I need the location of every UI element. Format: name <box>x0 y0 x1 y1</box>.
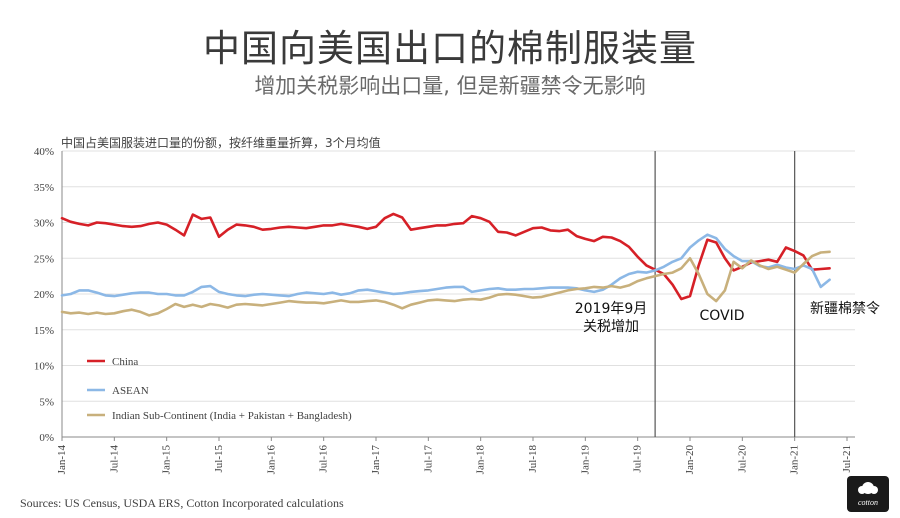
page-subtitle: 增加关税影响出口量, 但是新疆禁令无影响 <box>254 74 646 98</box>
series-line-asean <box>60 233 831 298</box>
x-tick-label: Jan-16 <box>265 445 277 475</box>
y-tick-label: 15% <box>34 325 54 337</box>
y-axis: 0% 5% 10% 15% 20% 25% 30% 35% 40% <box>34 146 54 444</box>
y-tick-label: 5% <box>39 396 54 408</box>
x-tick-label: Jul-21 <box>841 445 853 473</box>
legend-label: ASEAN <box>112 385 149 397</box>
gridlines <box>61 150 855 438</box>
x-tick-label: Jul-14 <box>108 445 120 473</box>
page-title: 中国向美国出口的棉制服装量 <box>203 27 697 70</box>
y-tick-label: 0% <box>39 432 54 444</box>
logo-text: cotton <box>858 498 878 507</box>
annotation-label: 关税增加 <box>583 319 639 335</box>
y-tick-label: 10% <box>34 361 54 373</box>
annotation-label: 2019年9月 <box>575 301 648 317</box>
y-tick-label: 20% <box>34 289 54 301</box>
x-tick-label: Jan-17 <box>370 445 382 475</box>
x-tick-label: Jul-16 <box>318 445 330 473</box>
source-note: Sources: US Census, USDA ERS, Cotton Inc… <box>20 496 344 510</box>
cotton-boll-icon <box>858 482 878 494</box>
legend-label: Indian Sub-Continent (India + Pakistan +… <box>112 410 352 422</box>
y-tick-label: 35% <box>34 182 54 194</box>
x-tick-label: Jan-20 <box>684 445 696 475</box>
x-tick-label: Jan-19 <box>579 445 591 475</box>
chart-title: 中国占美国服装进口量的份额，按纤维重量折算，3个月均值 <box>61 135 381 150</box>
event-lines <box>654 151 796 437</box>
x-tick-label: Jul-15 <box>213 445 225 473</box>
legend-label: China <box>112 356 138 368</box>
x-tick-label: Jan-15 <box>161 445 173 475</box>
x-tick-label: Jul-19 <box>632 445 644 473</box>
x-tick-label: Jan-21 <box>789 445 801 474</box>
series-line-indian <box>60 250 831 317</box>
x-tick-label: Jul-17 <box>422 445 434 473</box>
x-tick-label: Jan-18 <box>475 445 487 475</box>
series-line-china <box>60 212 831 301</box>
y-tick-label: 40% <box>34 146 54 158</box>
annotation-label: 新疆棉禁令 <box>810 300 880 317</box>
series-lines <box>60 212 831 317</box>
legend: China ASEAN Indian Sub-Continent (India + … <box>87 356 352 422</box>
y-tick-label: 25% <box>34 253 54 265</box>
annotation-label: COVID <box>699 308 744 324</box>
x-axis: Jan-14 Jul-14 Jan-15 Jul-15 Jan-16 Jul-16 Jan-… <box>56 437 853 474</box>
cotton-logo: cotton <box>847 476 889 512</box>
x-tick-label: Jul-18 <box>527 445 539 473</box>
x-tick-label: Jan-14 <box>56 445 68 475</box>
y-tick-label: 30% <box>34 218 54 230</box>
x-tick-label: Jul-20 <box>736 445 748 473</box>
